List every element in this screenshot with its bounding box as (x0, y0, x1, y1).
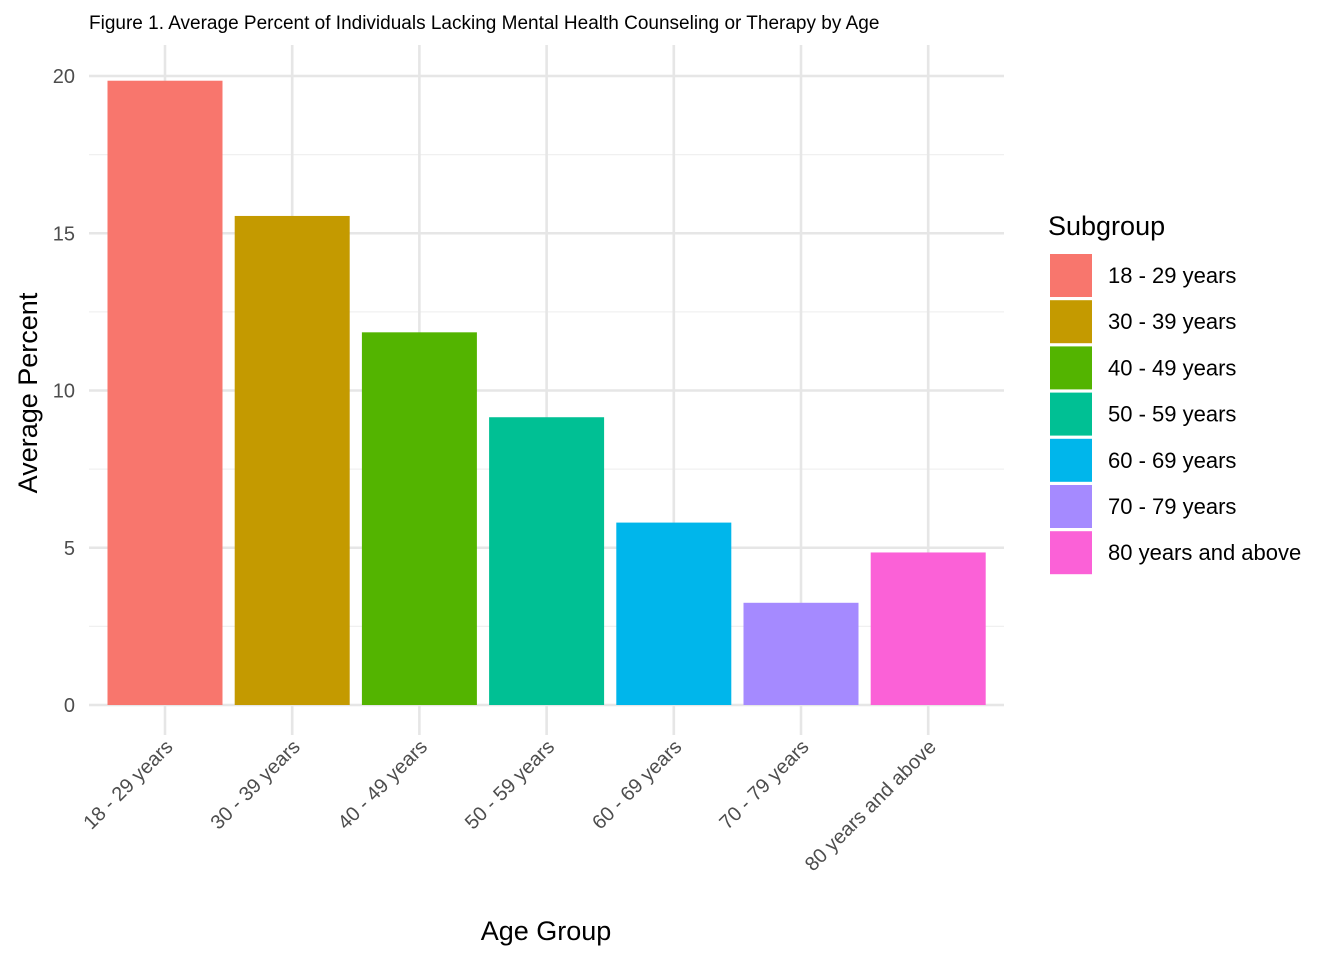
bars (107, 80, 986, 705)
legend-label-2: 30 - 39 years (1108, 309, 1236, 334)
bar-2 (234, 215, 350, 705)
bar-7 (870, 552, 986, 705)
legend-label-3: 40 - 49 years (1108, 355, 1236, 380)
y-tick-label: 15 (53, 223, 75, 245)
legend-key-6 (1050, 485, 1092, 528)
legend-label-1: 18 - 29 years (1108, 263, 1236, 288)
x-axis-title: Age Group (481, 916, 612, 946)
y-axis-title: Average Percent (13, 292, 43, 493)
x-tick-label: 80 years and above (801, 736, 941, 876)
bar-6 (743, 602, 859, 705)
x-tick-label: 30 - 39 years (207, 736, 305, 834)
x-tick-label: 70 - 79 years (715, 736, 813, 834)
y-tick-label: 5 (64, 538, 75, 560)
bar-4 (489, 417, 605, 705)
x-tick-label: 60 - 69 years (588, 736, 686, 834)
y-axis-ticks: 0 5 10 15 20 (53, 66, 75, 717)
y-tick-label: 20 (53, 66, 75, 88)
legend-key-7 (1050, 531, 1092, 575)
legend-key-5 (1050, 438, 1092, 482)
x-tick-label: 50 - 59 years (461, 736, 559, 834)
legend-key-2 (1050, 300, 1092, 344)
bar-3 (361, 332, 477, 705)
legend: Subgroup 18 - 29 years 30 - 39 years 40 - … (1048, 211, 1301, 575)
x-axis-ticks: 18 - 29 years 30 - 39 years 40 - 49 years 5… (79, 736, 940, 876)
bar-1 (107, 80, 223, 705)
y-tick-label: 0 (64, 695, 75, 717)
legend-label-6: 70 - 79 years (1108, 494, 1236, 519)
x-tick-label: 40 - 49 years (334, 736, 432, 834)
legend-key-1 (1050, 254, 1092, 297)
legend-title: Subgroup (1048, 211, 1165, 241)
legend-label-7: 80 years and above (1108, 540, 1301, 565)
legend-key-4 (1050, 392, 1092, 436)
bar-5 (616, 522, 732, 705)
y-tick-label: 10 (53, 381, 75, 403)
legend-key-3 (1050, 346, 1092, 390)
x-tick-label: 18 - 29 years (79, 736, 177, 834)
legend-label-5: 60 - 69 years (1108, 448, 1236, 473)
legend-label-4: 50 - 59 years (1108, 402, 1236, 427)
chart-title: Figure 1. Average Percent of Individuals… (89, 13, 879, 34)
